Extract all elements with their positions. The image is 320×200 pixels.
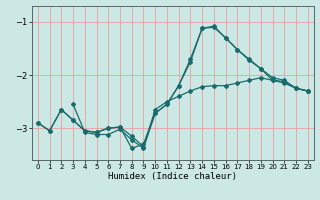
X-axis label: Humidex (Indice chaleur): Humidex (Indice chaleur): [108, 172, 237, 181]
